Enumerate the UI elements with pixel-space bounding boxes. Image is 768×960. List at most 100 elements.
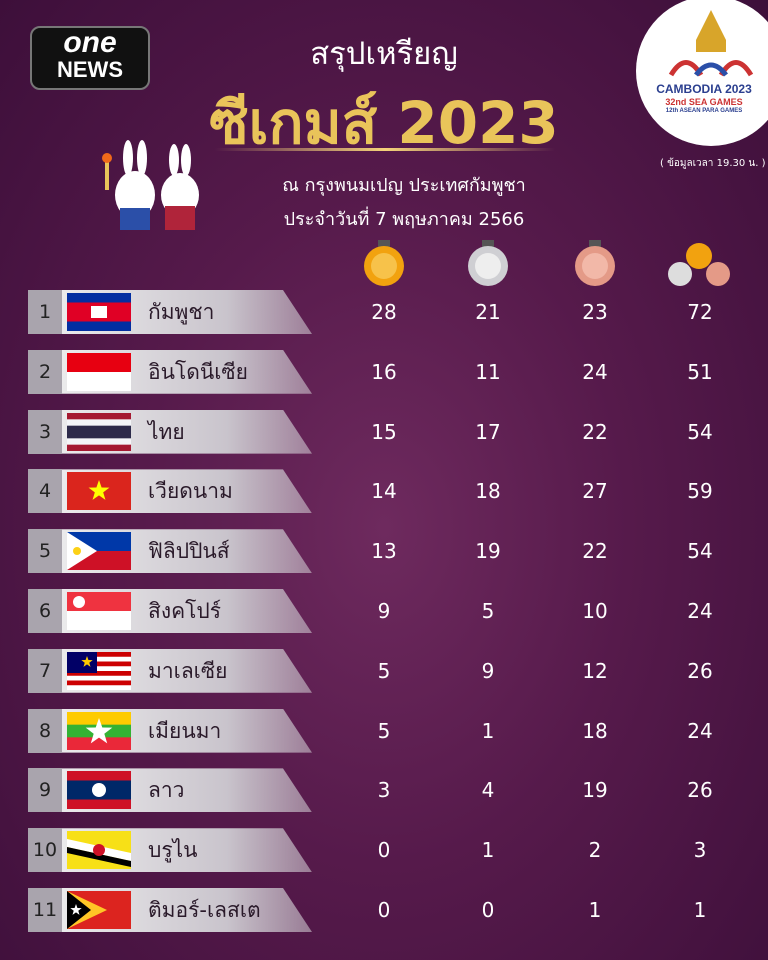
flag-stripe — [67, 592, 131, 612]
country: เมียนมา — [148, 718, 222, 743]
total-count: 24 — [687, 718, 713, 743]
title: สรุปเหรียญ — [310, 36, 458, 72]
note: ( ข้อมูลเวลา 19.30 น. ) — [660, 158, 766, 169]
logo-line3: 12th ASEAN PARA GAMES — [665, 108, 743, 114]
flag-band — [67, 847, 131, 868]
flag-stripe — [67, 437, 131, 445]
logo-line2: 32nd SEA GAMES — [665, 97, 743, 107]
bronze-count: 1 — [588, 898, 602, 922]
silver-count: 0 — [481, 898, 495, 922]
gold-count: 5 — [377, 718, 391, 743]
flag-disc — [92, 783, 106, 798]
flag-star — [70, 904, 82, 915]
silver-count: 9 — [481, 658, 495, 683]
rank: 4 — [28, 469, 62, 514]
country: ติมอร์-เลสเต — [148, 898, 261, 922]
silver-count: 18 — [475, 479, 501, 504]
flag — [67, 412, 131, 451]
flag — [67, 293, 131, 331]
table-row: 3 ไทย 15 17 22 54 — [28, 409, 748, 454]
flag-stripe — [67, 352, 131, 373]
total-count: 26 — [687, 658, 713, 683]
country: ฟิลิปปินส์ — [148, 539, 230, 564]
rank: 11 — [28, 888, 62, 932]
country: มาเลเซีย — [148, 658, 228, 683]
flag-stripe — [67, 444, 131, 451]
bronze-count: 24 — [582, 359, 608, 384]
flag-stripe — [67, 611, 131, 630]
country: สิงคโปร์ — [148, 599, 222, 623]
table-row: 10 บรูไน 0 1 2 3 — [28, 828, 748, 873]
total-count: 54 — [687, 419, 713, 444]
silver-count: 11 — [475, 359, 501, 384]
brand-logo: one NEWS — [30, 26, 150, 90]
table-row: 1 กัมพูชา 28 21 23 72 — [28, 290, 748, 334]
silver-count: 5 — [481, 599, 495, 623]
date: ประจำวันที่ 7 พฤษภาคม 2566 — [283, 209, 525, 230]
country: เวียดนาม — [148, 479, 233, 504]
silver-medal — [468, 240, 508, 286]
flag-stripe — [67, 675, 131, 681]
bronze-count: 2 — [588, 838, 602, 863]
flag-triangle — [67, 532, 97, 571]
flag-stripe — [67, 736, 131, 750]
bronze-count: 12 — [582, 658, 608, 683]
flag — [67, 532, 131, 571]
mascots — [102, 140, 199, 230]
flag — [67, 352, 131, 391]
bronze-count: 22 — [582, 419, 608, 444]
flag-stripe — [67, 431, 131, 439]
silver-count: 17 — [475, 419, 501, 444]
flag-stripe — [67, 651, 131, 658]
flag-star — [88, 480, 110, 501]
gold-count: 28 — [371, 300, 397, 324]
bronze-count: 10 — [582, 599, 608, 623]
medal-icons — [364, 240, 730, 286]
flag-stripe — [67, 412, 131, 420]
flag — [67, 472, 131, 511]
flag — [67, 771, 131, 810]
flag-stripe — [67, 661, 131, 667]
logo-emblem — [668, 10, 754, 77]
country: ไทย — [148, 419, 185, 444]
flag-crest — [93, 844, 105, 857]
total-count: 24 — [687, 599, 713, 623]
rank: 1 — [28, 290, 62, 334]
table-row: 5 ฟิลิปปินส์ 13 19 22 54 — [28, 529, 748, 574]
silver-count: 1 — [481, 838, 495, 863]
bronze-count: 19 — [582, 778, 608, 803]
divider — [215, 148, 555, 151]
flag-stripe — [67, 425, 131, 433]
bronze-count: 27 — [582, 479, 608, 504]
total-count: 54 — [687, 539, 713, 564]
bronze-count: 22 — [582, 539, 608, 564]
total-count: 3 — [693, 838, 707, 863]
country: บรูไน — [148, 838, 198, 863]
bronze-count: 23 — [582, 300, 608, 324]
silver-count: 19 — [475, 539, 501, 564]
flag-stripe — [67, 371, 131, 391]
table-row: 7 มาเลเซีย 5 9 12 26 — [28, 648, 748, 693]
bronze-count: 18 — [582, 718, 608, 743]
gold-count: 16 — [371, 359, 397, 384]
flag — [67, 711, 131, 750]
flag — [67, 592, 131, 630]
flag-stripe — [67, 771, 131, 782]
table-row: 8 เมียนมา 5 1 18 24 — [28, 708, 748, 753]
rank: 7 — [28, 648, 62, 693]
table-row: 4 เวียดนาม 14 18 27 59 — [28, 469, 748, 514]
total-count: 59 — [687, 479, 713, 504]
table-row: 9 ลาว 3 4 19 26 — [28, 768, 748, 813]
total-count: 26 — [687, 778, 713, 803]
flag-emblem — [91, 306, 107, 318]
flag — [67, 651, 131, 690]
rank: 5 — [28, 529, 62, 574]
table-row: 11 ติมอร์-เลสเต 0 0 1 1 — [28, 888, 748, 932]
total-count: 1 — [693, 898, 707, 922]
table-row: 6 สิงคโปร์ 9 5 10 24 — [28, 589, 748, 633]
flag-stripe — [67, 321, 131, 331]
silver-count: 21 — [475, 300, 501, 324]
country: อินโดนีเซีย — [148, 359, 248, 384]
total-count: 51 — [687, 359, 713, 384]
